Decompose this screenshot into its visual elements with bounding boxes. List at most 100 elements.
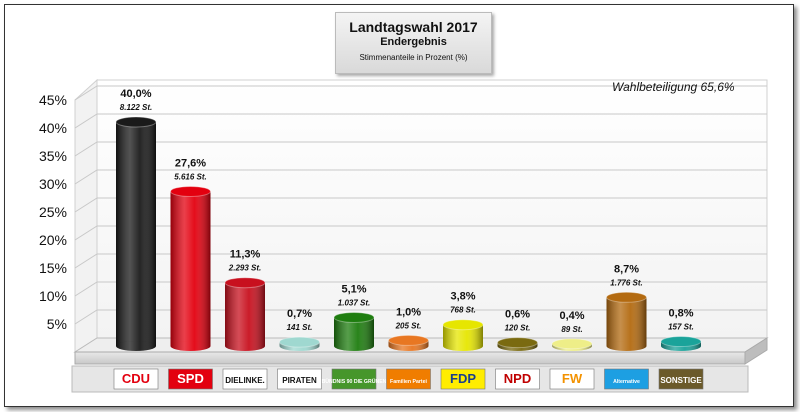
bar-bottom-shade [334,341,374,351]
bar-7 [442,319,484,351]
party-logo-11: SONSTIGE [658,368,704,390]
logo-text: FDP [450,371,476,386]
bar-shading [170,191,211,346]
value-label: 3,8% [450,291,475,303]
value-label: 5,1% [341,283,366,295]
logo-box [440,368,486,390]
floor-front [74,351,746,365]
bar-top [388,334,429,346]
votes-label: 120 St. [505,324,531,333]
value-label: 11,3% [230,249,261,261]
logo-text: Familien Partei [390,379,427,385]
party-logo-8: NPD [495,368,540,390]
bar-top [115,116,157,128]
party-logo-10: Alternative [604,368,649,390]
y-tick-label: 25% [39,204,67,220]
gridline [74,85,767,101]
votes-label: 157 St. [668,323,694,332]
bar-bottom-shade [606,341,647,351]
bar-8 [497,337,538,351]
party-logo-3: DIELINKE. [222,368,268,390]
logo-text: DIELINKE. [225,376,265,385]
y-tick-label: 40% [39,120,67,136]
title-box: Landtagswahl 2017 Endergebnis Stimmenant… [335,12,492,74]
gridline [74,225,767,241]
bar-shading [225,282,265,346]
bar-bottom-shade [116,341,156,351]
logo-box [222,368,268,390]
value-label: 27,6% [175,157,206,169]
bar-top [497,337,538,349]
party-logo-6: Familien Partei [386,368,431,390]
logo-box [277,368,322,390]
value-label: 1,0% [396,306,421,318]
y-tick-label: 20% [39,232,67,248]
bar-shading [606,297,647,346]
votes-label: 2.293 St. [228,264,261,273]
bar-top [170,185,211,197]
y-tick-label: 10% [39,288,67,304]
value-label: 0,4% [559,310,584,322]
logo-text: FW [562,371,583,386]
bar-4 [279,336,320,351]
logo-text: SONSTIGE [660,376,702,385]
bar-1 [115,116,157,351]
value-label: 0,6% [505,309,530,321]
logo-box [549,368,595,390]
y-tick-label: 35% [39,148,67,164]
logo-box [658,368,704,390]
logo-box [386,368,431,390]
y-tick-label: 15% [39,260,67,276]
bar-top [333,311,375,323]
logo-text: NPD [504,371,531,386]
bar-bottom-shade [170,341,211,351]
bar-top [442,319,484,331]
gridline [74,281,767,297]
party-logo-7: FDP [440,368,486,390]
bar-shading [443,324,483,346]
chart-title: Landtagswahl 2017 [349,19,478,35]
bar-top [660,336,702,348]
value-label: 0,7% [287,308,312,320]
logo-text: CDU [122,371,150,386]
bar-bottom-shade [443,341,483,351]
gridline [74,309,767,325]
votes-label: 1.037 St. [338,298,370,307]
votes-label: 89 St. [561,325,582,334]
bar-top [551,338,593,350]
logo-box [113,368,159,390]
votes-label: 141 St. [287,323,313,332]
logo-text: BÜNDNIS 90 DIE GRÜNEN [322,378,387,385]
party-logo-9: FW [549,368,595,390]
chart-note: Stimmenanteile in Prozent (%) [359,53,468,62]
bar-2 [170,185,211,351]
value-label: 0,8% [668,308,693,320]
logo-text: Alternative [613,379,640,385]
turnout-label: Wahlbeteiligung 65,6% [612,80,735,94]
gridline [74,253,767,269]
bar-5 [333,311,375,351]
gridline [74,141,767,157]
logo-box [604,368,649,390]
bar-top [606,291,647,303]
votes-label: 5.616 St. [174,172,206,181]
votes-label: 1.776 St. [610,278,642,287]
bar-11 [660,336,702,351]
logo-box [495,368,540,390]
bar-10 [606,291,647,351]
value-label: 40,0% [120,88,151,100]
chart-subtitle: Endergebnis [380,36,447,48]
votes-label: 205 St. [395,321,422,330]
floor-side [744,337,768,365]
logo-text: SPD [177,371,204,386]
gridline [74,169,767,185]
value-label: 8,7% [614,263,639,275]
y-tick-label: 30% [39,176,67,192]
party-logo-2: SPD [168,368,213,390]
logo-box [331,368,377,390]
bar-top [224,277,266,289]
party-logo-1: CDU [113,368,159,390]
gridline [74,197,767,213]
bar-bottom-shade [225,341,265,351]
votes-label: 768 St. [450,306,476,315]
